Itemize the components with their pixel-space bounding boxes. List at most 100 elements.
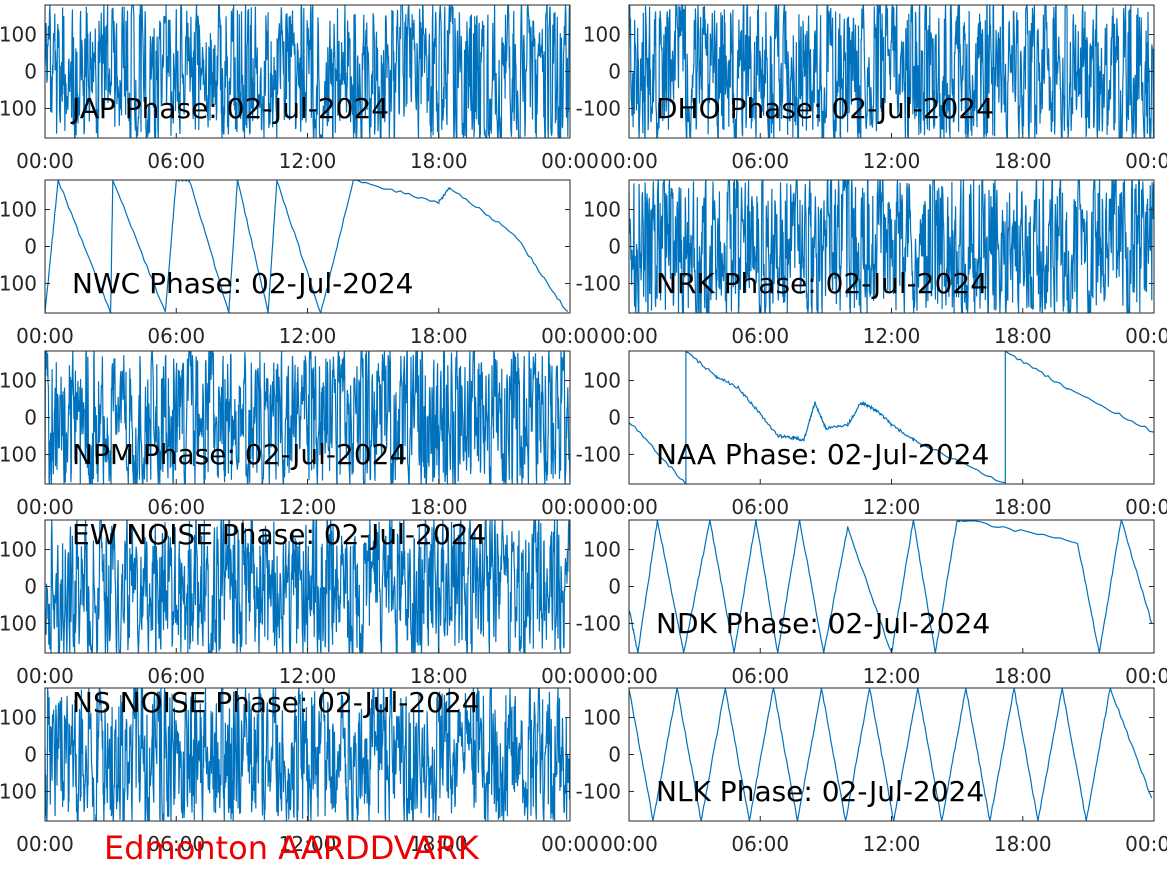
x-tick-label: 18:00	[410, 664, 468, 688]
y-tick-label: -100	[576, 779, 621, 803]
subplot-6: 100 0 -100 00:00 06:00 12:00 18:00 00:00 EW NOIS…	[0, 518, 599, 688]
subplot-title: EW NOISE Phase: 02-Jul-2024	[72, 518, 486, 551]
y-tick-label: 100	[583, 198, 621, 222]
y-tick-label: -100	[0, 611, 37, 635]
y-tick-label: -100	[576, 271, 621, 295]
subplot-title: NLK Phase: 02-Jul-2024	[656, 775, 984, 808]
subplot-title: NPM Phase: 02-Jul-2024	[72, 438, 407, 471]
y-tick-label: -100	[0, 779, 37, 803]
x-tick-label: 12:00	[279, 149, 337, 173]
y-tick-label: -100	[576, 96, 621, 120]
x-tick-label: 00:00	[1125, 664, 1167, 688]
subplot-1: 100 0 -100 00:00 06:00 12:00 18:00 00:00 DHO Pha…	[576, 4, 1167, 173]
x-tick-label: 12:00	[279, 664, 337, 688]
y-tick-label: 0	[24, 406, 37, 430]
y-tick-label: -100	[0, 442, 37, 466]
x-tick-label: 00:00	[16, 324, 74, 348]
x-tick-label: 12:00	[863, 495, 921, 519]
y-tick-label: 100	[583, 369, 621, 393]
x-tick-label: 18:00	[410, 495, 468, 519]
x-tick-label: 00:00	[541, 832, 599, 856]
x-tick-label: 00:00	[1125, 324, 1167, 348]
x-tick-label: 00:00	[600, 495, 658, 519]
y-tick-label: 100	[0, 198, 37, 222]
footer-label: Edmonton AARDDVARK	[104, 829, 479, 867]
subplot-4: 100 0 -100 00:00 06:00 12:00 18:00 00:00 NPM Pha…	[0, 350, 599, 519]
x-tick-label: 12:00	[279, 832, 337, 856]
y-tick-label: 0	[608, 60, 621, 84]
y-tick-label: -100	[576, 611, 621, 635]
series-line	[629, 180, 1154, 313]
x-tick-label: 00:00	[600, 832, 658, 856]
y-tick-label: 0	[24, 235, 37, 259]
y-tick-label: 0	[608, 575, 621, 599]
subplot-9: 100 0 -100 00:00 06:00 12:00 18:00 00:00 NLK Pha…	[576, 687, 1167, 856]
subplot-title: NRK Phase: 02-Jul-2024	[656, 267, 988, 300]
subplot-title: NDK Phase: 02-Jul-2024	[656, 607, 990, 640]
x-tick-label: 18:00	[994, 832, 1052, 856]
series-line	[629, 688, 1153, 821]
y-tick-label: -100	[576, 442, 621, 466]
x-tick-label: 00:00	[16, 832, 74, 856]
x-tick-label: 12:00	[863, 324, 921, 348]
x-tick-label: 00:00	[541, 324, 599, 348]
y-tick-label: 0	[24, 60, 37, 84]
x-tick-label: 06:00	[147, 664, 205, 688]
x-tick-label: 00:00	[600, 324, 658, 348]
x-tick-label: 00:00	[600, 149, 658, 173]
subplot-8: 100 0 -100 00:00 06:00 12:00 18:00 00:00 NS NOIS…	[0, 686, 599, 856]
y-tick-label: 0	[608, 743, 621, 767]
y-tick-label: 100	[0, 369, 37, 393]
series-line	[45, 351, 570, 484]
x-tick-label: 06:00	[147, 495, 205, 519]
series-line	[45, 688, 570, 821]
y-tick-label: -100	[0, 271, 37, 295]
series-line	[629, 351, 1154, 484]
series-line	[45, 5, 570, 138]
x-tick-label: 18:00	[994, 149, 1052, 173]
x-tick-label: 00:00	[1125, 149, 1167, 173]
x-tick-label: 18:00	[410, 149, 468, 173]
y-tick-label: 0	[608, 406, 621, 430]
x-tick-label: 00:00	[600, 664, 658, 688]
x-tick-label: 00:00	[1125, 832, 1167, 856]
y-tick-label: 0	[608, 235, 621, 259]
x-tick-label: 00:00	[16, 664, 74, 688]
x-tick-label: 06:00	[147, 324, 205, 348]
x-tick-label: 18:00	[994, 664, 1052, 688]
series-line	[629, 5, 1154, 138]
x-tick-label: 00:00	[541, 664, 599, 688]
y-tick-label: 100	[0, 706, 37, 730]
y-tick-label: 0	[24, 575, 37, 599]
y-tick-label: 100	[0, 23, 37, 47]
subplot-title: NAA Phase: 02-Jul-2024	[656, 438, 989, 471]
y-tick-label: 100	[0, 538, 37, 562]
y-tick-label: 100	[583, 23, 621, 47]
y-tick-label: 0	[24, 743, 37, 767]
y-tick-label: -100	[0, 96, 37, 120]
x-tick-label: 00:00	[16, 495, 74, 519]
x-tick-label: 06:00	[731, 832, 789, 856]
x-tick-label: 12:00	[863, 832, 921, 856]
x-tick-label: 06:00	[731, 495, 789, 519]
subplot-3: 100 0 -100 00:00 06:00 12:00 18:00 00:00 NRK Pha…	[576, 179, 1167, 348]
y-tick-label: 100	[583, 538, 621, 562]
x-tick-label: 12:00	[279, 495, 337, 519]
x-tick-label: 18:00	[410, 832, 468, 856]
x-tick-label: 12:00	[863, 664, 921, 688]
x-tick-label: 00:00	[541, 495, 599, 519]
x-tick-label: 00:00	[541, 149, 599, 173]
x-tick-label: 06:00	[731, 324, 789, 348]
series-line	[629, 520, 1153, 653]
x-tick-label: 12:00	[279, 324, 337, 348]
subplot-title: JAP Phase: 02-Jul-2024	[70, 92, 389, 125]
subplot-5: 100 0 -100 00:00 06:00 12:00 18:00 00:00 NAA Pha…	[576, 350, 1167, 519]
x-tick-label: 12:00	[863, 149, 921, 173]
subplot-2: 100 0 -100 00:00 06:00 12:00 18:00 00:00 NWC Pha…	[0, 179, 599, 348]
x-tick-label: 06:00	[731, 149, 789, 173]
x-tick-label: 06:00	[147, 149, 205, 173]
x-tick-label: 06:00	[731, 664, 789, 688]
subplot-title: NWC Phase: 02-Jul-2024	[72, 267, 413, 300]
x-tick-label: 18:00	[994, 495, 1052, 519]
